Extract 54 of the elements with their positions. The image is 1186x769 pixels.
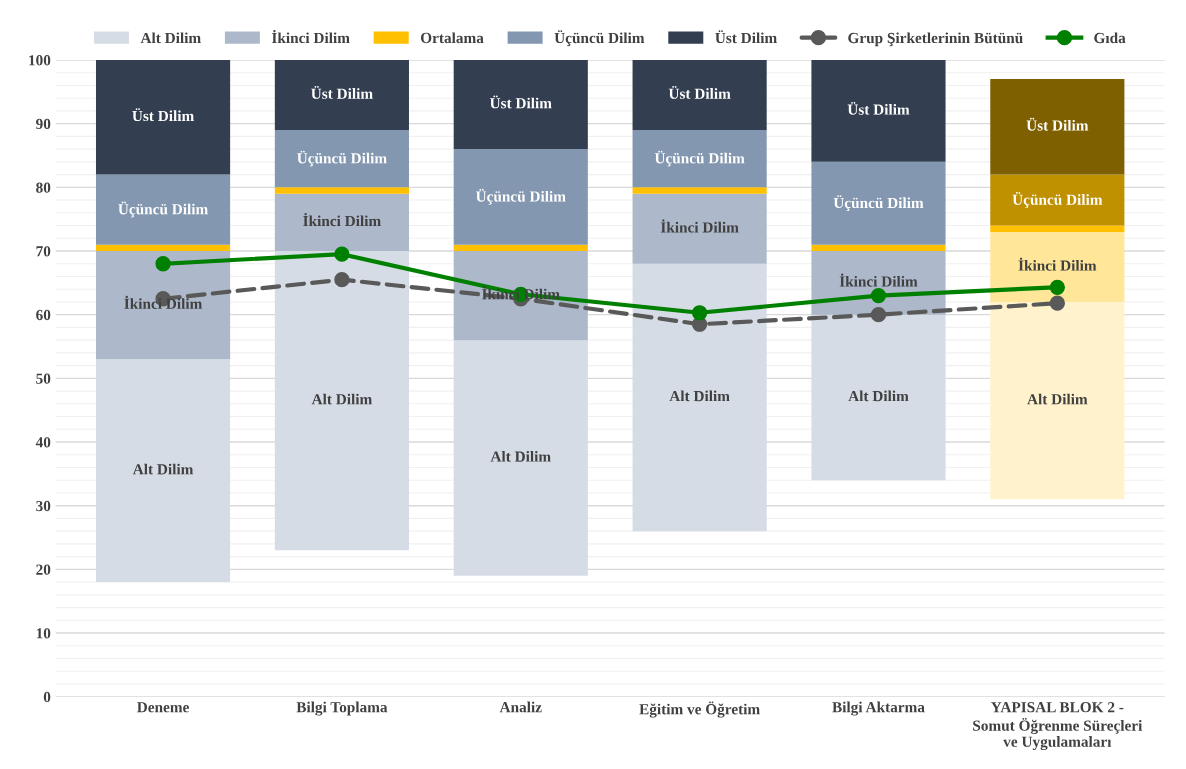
data-label: Alt Dilim (848, 390, 909, 402)
y-tick-label: 30 (36, 500, 51, 512)
point (691, 305, 708, 321)
x-tick-label: YAPISAL BLOK 2 - Somut Öğrenme Süreçleri ve Uygulamaları (973, 702, 1143, 751)
y-tick-label: 20 (36, 564, 51, 575)
point (155, 256, 171, 272)
y-tick-label: 100 (29, 55, 51, 66)
legend-label: Gıda (1094, 32, 1126, 44)
data-label: İkinci Dilim (1018, 257, 1097, 271)
y-tick-label: 40 (35, 437, 51, 448)
x-tick-label: Eğitim ve Öğretim (639, 701, 760, 718)
x-tick-label: Deneme (137, 702, 189, 713)
data-label: Alt Dilim (311, 393, 372, 405)
data-label: İkinci Dilim (303, 212, 381, 227)
data-label: Üst Dilim (1026, 117, 1089, 131)
data-label: Üçüncü Dilim (297, 150, 387, 167)
data-label: Üçüncü Dilim (1012, 192, 1103, 208)
y-tick-label: 0 (43, 691, 51, 703)
data-label: İkinci Dilim (660, 219, 739, 233)
y-tick-label: 50 (36, 373, 51, 384)
point (334, 246, 350, 262)
data-label: Üçüncü Dilim (833, 195, 924, 212)
data-label: Üst Dilim (847, 101, 910, 115)
y-tick-label: 70 (36, 246, 51, 257)
data-label: Alt Dilim (490, 451, 551, 462)
data-label: Üst Dilim (489, 95, 552, 109)
x-tick-label: Bilgi Toplama (296, 701, 388, 716)
y-tick-label: 60 (36, 309, 51, 321)
data-label: Üst Dilim (132, 108, 194, 122)
y-tick-label: 80 (36, 182, 51, 193)
legend-label: Ortalama (420, 32, 484, 44)
y-tick-label: 10 (36, 628, 51, 639)
data-label: Üst Dilim (311, 86, 373, 99)
legend-label: İkinci Dilim (271, 29, 350, 44)
legend-label: Üçüncü Dilim (554, 30, 645, 47)
data-label: Alt Dilim (132, 463, 194, 475)
data-label: İkinci Dilim (839, 273, 918, 287)
point (870, 307, 887, 323)
legend-label: Üst Dilim (715, 30, 777, 44)
point (870, 287, 887, 304)
x-tick-label: Bilgi Aktarma (832, 701, 925, 716)
data-label: Alt Dilim (1027, 393, 1088, 405)
data-label: Üçüncü Dilim (654, 150, 745, 167)
data-label: Üçüncü Dilim (118, 201, 208, 218)
legend-label: Alt Dilim (140, 32, 201, 44)
data-label: Alt Dilim (669, 390, 730, 402)
data-label: Üst Dilim (668, 86, 731, 99)
y-tick-label: 90 (36, 118, 51, 130)
data-label: Üçüncü Dilim (475, 188, 566, 205)
legend-label: Grup Şirketlerinin Bütünü (848, 32, 1023, 47)
point (1049, 295, 1065, 311)
point (334, 272, 350, 288)
x-tick-label: Analiz (499, 701, 542, 713)
point (1049, 279, 1065, 295)
